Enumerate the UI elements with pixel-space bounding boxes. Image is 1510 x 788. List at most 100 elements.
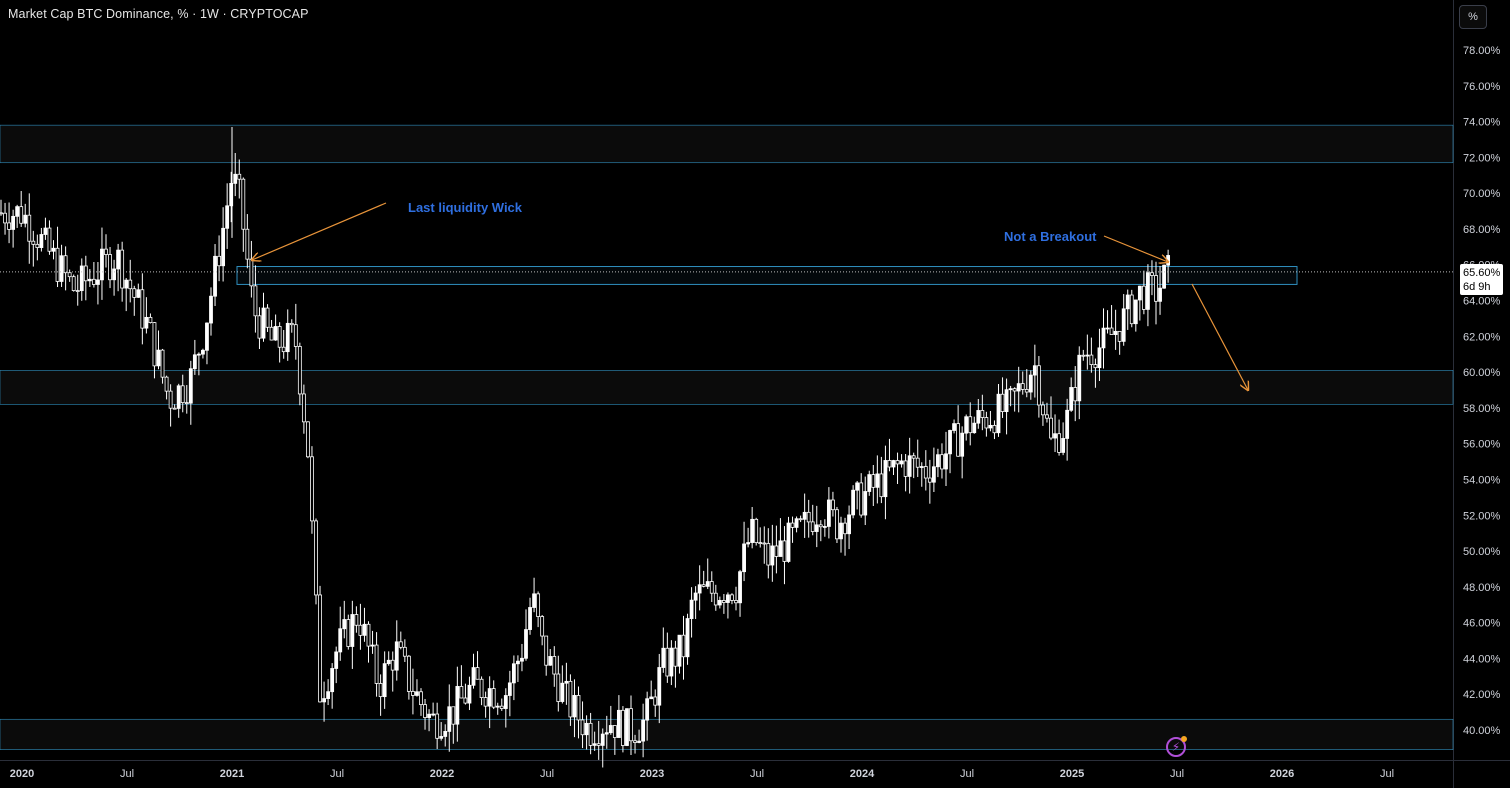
- lightning-icon[interactable]: ⚡: [1166, 736, 1187, 757]
- breakout-arrow: [1103, 235, 1168, 262]
- zone-1: [236, 266, 1298, 285]
- candle-body: [229, 183, 234, 207]
- candle-body: [717, 600, 722, 606]
- chart-title: Market Cap BTC Dominance, % · 1W · CRYPT…: [8, 7, 309, 21]
- candle-body: [956, 423, 961, 457]
- candle-body: [1162, 264, 1166, 289]
- candle-body: [507, 682, 512, 696]
- candle-body: [536, 593, 541, 617]
- candle-body: [996, 393, 1001, 434]
- candle-body: [746, 542, 751, 545]
- candle-body: [596, 743, 601, 746]
- candle-body: [479, 678, 484, 698]
- candle-body: [100, 248, 104, 281]
- candle-body: [794, 518, 799, 528]
- candle-body: [27, 214, 32, 242]
- candle-body: [532, 593, 536, 608]
- price-tick-label: 60.00%: [1463, 367, 1501, 379]
- candle-body: [689, 599, 694, 619]
- candle-body: [261, 307, 266, 339]
- candle-body: [350, 614, 355, 647]
- price-tick-label: 40.00%: [1463, 725, 1501, 737]
- candle-body: [3, 212, 7, 224]
- candle-body: [952, 423, 956, 431]
- candle-body: [1008, 388, 1013, 391]
- percent-scale-button[interactable]: %: [1459, 5, 1487, 29]
- candle-body: [398, 641, 403, 648]
- candle-body: [91, 278, 96, 285]
- candle-body: [128, 279, 133, 290]
- candle-body: [919, 466, 924, 468]
- candle-body: [330, 668, 335, 693]
- price-tick-label: 78.00%: [1463, 45, 1501, 57]
- candle-body: [386, 659, 391, 665]
- time-axis[interactable]: 2020 Jul 2021 Jul 2022 Jul 2023 Jul 2024 Jul 2025 J…: [10, 768, 1394, 780]
- candle-body: [568, 680, 573, 718]
- candle-body: [810, 521, 815, 532]
- candle-body: [1000, 393, 1005, 413]
- candle-body: [293, 324, 298, 347]
- candle-body: [411, 691, 415, 696]
- candle-body: [770, 545, 775, 566]
- candle-body: [394, 641, 399, 671]
- candle-body: [447, 706, 452, 732]
- candle-body: [895, 460, 900, 465]
- candle-body: [471, 667, 476, 686]
- candle-body: [132, 288, 137, 298]
- candle-body: [148, 316, 153, 324]
- candle-body: [209, 295, 213, 324]
- candle-body: [612, 725, 617, 738]
- candle-body: [831, 499, 835, 511]
- candle-body: [1065, 409, 1070, 439]
- candle-body: [677, 634, 682, 667]
- candle-body: [112, 268, 116, 281]
- candle-body: [277, 326, 282, 348]
- time-tick-label: Jul: [1380, 768, 1394, 780]
- candle-body: [249, 258, 254, 287]
- candle-body: [1166, 255, 1171, 266]
- candle-body: [1121, 308, 1126, 342]
- candle-body: [786, 522, 791, 562]
- candle-body: [1129, 294, 1134, 325]
- candle-body: [427, 713, 431, 718]
- candle-body: [988, 424, 993, 429]
- candle-body: [616, 709, 621, 738]
- candle-body: [205, 322, 209, 351]
- candle-body: [871, 474, 876, 488]
- candle-body: [621, 709, 625, 746]
- time-tick-label: Jul: [1170, 768, 1184, 780]
- liquidity-wick-arrow: [252, 202, 387, 260]
- candle-body: [1032, 365, 1037, 376]
- candle-body: [1036, 365, 1041, 406]
- price-axis[interactable]: 78.00%76.00%74.00%72.00%70.00%68.00%66.0…: [1463, 45, 1501, 737]
- candle-body: [726, 594, 730, 603]
- candle-body: [366, 623, 371, 647]
- price-tick-label: 64.00%: [1463, 296, 1501, 308]
- candle-body: [560, 682, 565, 702]
- candle-body: [822, 526, 827, 528]
- annotation-not-breakout: Not a Breakout: [1004, 229, 1097, 244]
- candle-body: [354, 614, 359, 626]
- candle-body: [467, 684, 472, 704]
- candle-body: [697, 584, 702, 594]
- candle-body: [738, 571, 742, 604]
- candle-body: [11, 215, 16, 230]
- candle-body: [55, 247, 60, 282]
- candle-body: [516, 660, 520, 665]
- candle-body: [87, 278, 92, 282]
- candle-body: [176, 385, 181, 409]
- time-tick-label: 2022: [430, 768, 454, 780]
- projection-arrow: [1191, 283, 1248, 390]
- candle-body: [322, 698, 326, 703]
- candle-body: [23, 214, 28, 224]
- candle-body: [423, 704, 427, 718]
- candle-body: [217, 255, 221, 267]
- candle-body: [1141, 285, 1146, 310]
- candle-body: [108, 254, 112, 281]
- candle-body: [1146, 272, 1150, 310]
- candle-body: [19, 206, 24, 224]
- candle-body: [984, 417, 989, 429]
- candle-body: [402, 646, 407, 657]
- candle-body: [475, 667, 480, 680]
